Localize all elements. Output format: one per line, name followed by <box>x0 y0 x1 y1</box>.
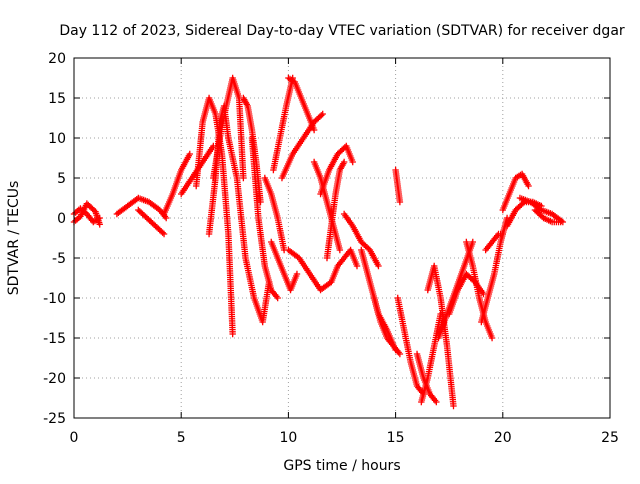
chart-title: Day 112 of 2023, Sidereal Day-to-day VTE… <box>59 23 625 39</box>
data-point <box>318 112 325 119</box>
data-point <box>433 398 440 406</box>
series-arc-al <box>531 206 564 226</box>
series-arc-a <box>70 200 103 228</box>
series-arc-d <box>160 150 193 218</box>
series-arc-ah <box>482 230 506 254</box>
x-tick-label: 25 <box>601 430 619 446</box>
data-point <box>499 230 506 238</box>
y-tick-label: 5 <box>57 171 66 187</box>
data-point <box>396 350 404 358</box>
series-arc-k <box>248 134 281 302</box>
x-tick-label: 5 <box>177 430 186 446</box>
y-axis-label: SDTVAR / TECUs <box>6 181 22 296</box>
data-point <box>375 262 382 270</box>
data-point <box>525 182 532 190</box>
series-arc-i <box>225 134 273 326</box>
series-arc-x <box>370 294 404 358</box>
y-tick-label: -20 <box>43 371 66 387</box>
series-arc-z <box>394 294 427 398</box>
series-arc-l <box>261 174 288 254</box>
y-tick-label: 20 <box>48 51 66 67</box>
data-point <box>186 150 193 158</box>
series-arc-n <box>270 74 296 174</box>
data-point <box>353 262 361 270</box>
plot-frame <box>73 57 611 419</box>
data-point <box>336 246 344 254</box>
data-point <box>340 158 348 166</box>
y-tick-label: 0 <box>57 211 66 227</box>
data-point <box>293 270 301 278</box>
data-point <box>274 294 281 302</box>
series-arc-ac <box>424 262 457 410</box>
y-tick-label: 10 <box>48 131 66 147</box>
data-point <box>488 334 496 342</box>
data-point <box>229 330 236 338</box>
data-point <box>349 158 356 166</box>
x-tick-label: 15 <box>387 430 405 446</box>
series-arc-h <box>210 74 247 182</box>
grid <box>74 58 610 418</box>
series-arc-ab <box>418 310 444 406</box>
data-point <box>160 230 168 238</box>
y-tick-label: -5 <box>52 251 66 267</box>
data-point <box>159 229 166 236</box>
data-point <box>96 221 103 228</box>
data-point <box>257 198 264 206</box>
data-point <box>396 198 404 206</box>
series-arc-ai <box>499 170 532 214</box>
data-point <box>519 200 527 207</box>
data-point <box>162 214 170 222</box>
data-point <box>450 402 457 410</box>
y-tick-label: -15 <box>43 331 66 347</box>
y-tick-label: -25 <box>43 411 66 427</box>
data-point <box>319 110 326 118</box>
x-tick-label: 0 <box>70 430 79 446</box>
series-arc-v <box>340 210 382 270</box>
series-arc-ag <box>478 214 511 326</box>
series-arc-p <box>278 110 326 182</box>
axes: 0 5 10 15 20 25 -25 -20 -15 -10 -5 0 5 10 15 20 <box>43 51 619 446</box>
x-tick-label: 10 <box>279 430 297 446</box>
series-arc-c <box>135 206 168 238</box>
series-arc-y <box>392 166 404 206</box>
y-tick-label: 15 <box>48 91 66 107</box>
data-point <box>469 238 476 246</box>
y-tick-label: -10 <box>43 291 66 307</box>
series-arc-m <box>268 238 301 294</box>
series-arc-s <box>317 142 356 198</box>
x-tick-label: 20 <box>494 430 512 446</box>
series-arc-b <box>113 194 170 222</box>
data-point <box>310 126 318 134</box>
series-arc-u <box>328 246 361 286</box>
series-arc-t <box>323 158 348 262</box>
x-axis-label: GPS time / hours <box>283 458 400 474</box>
data-point <box>240 174 247 182</box>
data-point <box>557 218 564 226</box>
data-points <box>70 74 567 410</box>
